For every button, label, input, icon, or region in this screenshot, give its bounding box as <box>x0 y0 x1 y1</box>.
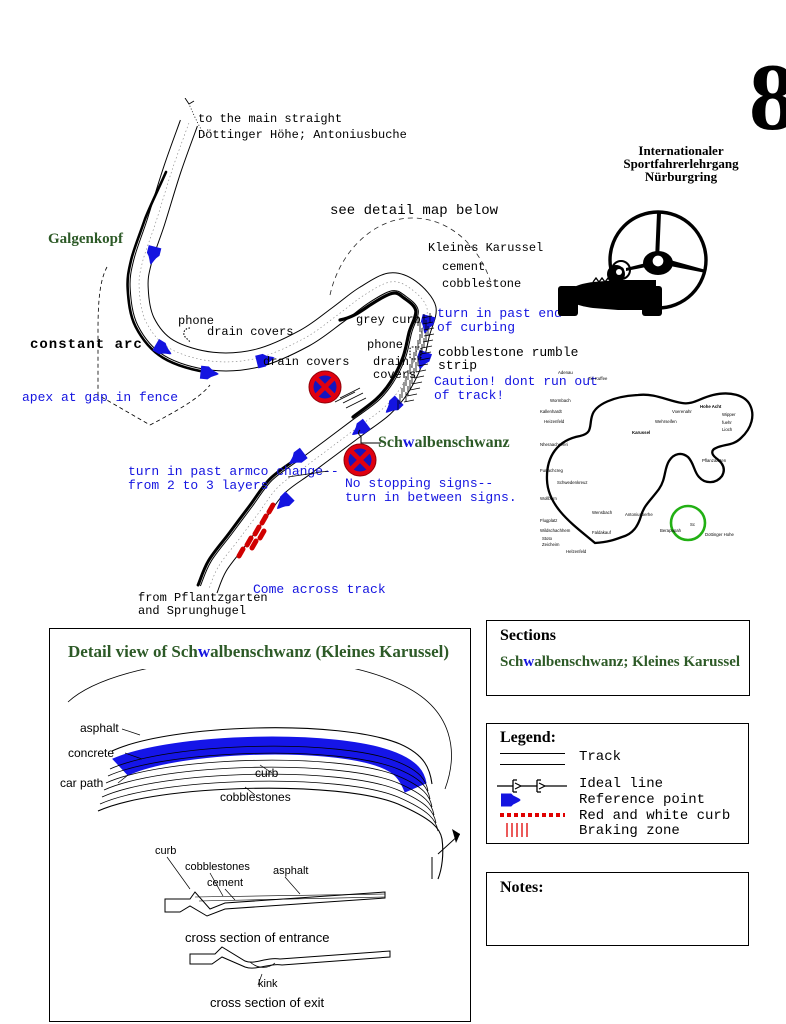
svg-text:Antoniusberhe: Antoniusberhe <box>625 512 653 517</box>
svg-text:concrete: concrete <box>68 746 114 760</box>
svg-text:Pflanzaarten: Pflanzaarten <box>702 458 727 463</box>
svg-text:Furtachcreg: Furtachcreg <box>540 468 564 473</box>
svg-text:Kallenhardt: Kallenhardt <box>540 409 563 414</box>
svg-text:Adenau: Adenau <box>558 370 573 375</box>
svg-text:Lioch: Lioch <box>722 427 733 432</box>
svg-text:Wollbern: Wollbern <box>540 496 557 501</box>
svg-text:Karussel: Karussel <box>632 430 650 435</box>
svg-text:Stoto: Stoto <box>542 536 553 541</box>
svg-text:cross section of entrance: cross section of entrance <box>185 930 330 945</box>
svg-text:Wormbach: Wormbach <box>550 398 571 403</box>
svg-text:asphalt: asphalt <box>273 865 308 877</box>
svg-text:Wehrseifen: Wehrseifen <box>655 419 677 424</box>
svg-text:curb: curb <box>155 845 176 857</box>
svg-text:Faldakauf: Faldakauf <box>592 530 612 535</box>
svg-text:cement: cement <box>207 877 243 889</box>
svg-text:Heizenfeld: Heizenfeld <box>544 419 565 424</box>
svg-text:Sc: Sc <box>690 522 696 527</box>
svg-text:Zeicheim: Zeicheim <box>542 542 560 547</box>
svg-text:Tie Kuffee: Tie Kuffee <box>588 376 608 381</box>
svg-text:kink: kink <box>258 978 278 990</box>
svg-text:Wensbach: Wensbach <box>592 510 613 515</box>
svg-text:car path: car path <box>60 776 103 790</box>
svg-text:cross section of exit: cross section of exit <box>210 995 325 1009</box>
svg-text:Vxerenahr: Vxerenahr <box>672 409 692 414</box>
svg-text:Hohe Acht: Hohe Acht <box>700 404 722 409</box>
svg-text:Helzenfeld: Helzenfeld <box>566 549 587 554</box>
svg-text:Wipper: Wipper <box>722 412 736 417</box>
svg-text:Wildschachhem: Wildschachhem <box>540 528 571 533</box>
svg-text:cobblestones: cobblestones <box>185 861 250 873</box>
svg-text:Flugplatz: Flugplatz <box>540 518 557 523</box>
svg-text:curb: curb <box>255 766 279 780</box>
svg-text:fuehr: fuehr <box>722 420 732 425</box>
svg-text:Dottinger Hohe: Dottinger Hohe <box>705 532 735 537</box>
svg-text:Nheraachseeri: Nheraachseeri <box>540 442 568 447</box>
svg-text:asphalt: asphalt <box>80 721 119 735</box>
svg-text:Schwedenkreuz: Schwedenkreuz <box>557 480 588 485</box>
svg-text:cobblestones: cobblestones <box>220 790 291 804</box>
svg-text:Berapapah: Berapapah <box>660 528 682 533</box>
